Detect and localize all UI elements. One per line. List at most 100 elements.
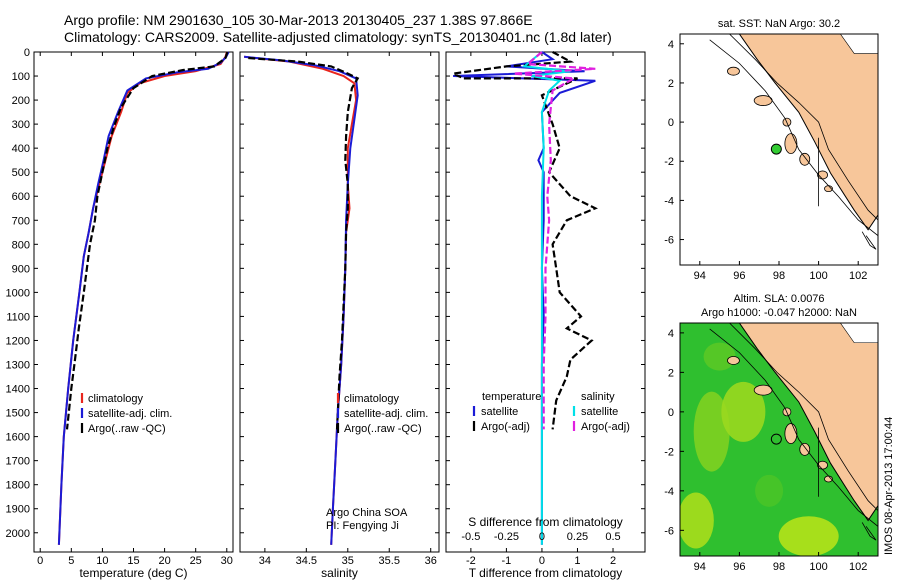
sla-ytick-label: -4 [664, 486, 674, 498]
difference-xtick-label: 0 [539, 555, 545, 567]
difference-xlabel: T difference from climatology [469, 566, 623, 580]
temperature-xtick-label: 30 [221, 555, 233, 567]
difference-legend-t-title: temperature [482, 391, 541, 403]
sla-ytick-label: 0 [668, 407, 674, 419]
salinity-xtick-label: 35 [342, 555, 354, 567]
sla-xtick-label: 100 [809, 561, 827, 573]
temperature-ytick-label: 1100 [6, 311, 30, 323]
temperature-ytick-label: 1000 [6, 287, 30, 299]
temperature-ytick-label: 600 [12, 191, 30, 203]
temperature-ytick-label: 200 [12, 95, 30, 107]
temperature-ytick-label: 1500 [6, 408, 30, 420]
salinity-annotation: PI: Fengying Ji [326, 520, 399, 532]
temperature-panel: 0 5 10 15 20 25 300100200300400500600700800900… [6, 47, 234, 580]
temperature-ytick-label: 500 [12, 167, 30, 179]
sla-contour [729, 323, 878, 511]
temperature-ytick-label: 1800 [6, 480, 30, 492]
sla-sla-blob [703, 342, 736, 371]
salinity-annotation: Argo China SOA [326, 507, 408, 519]
temperature-frame [33, 51, 234, 553]
difference-xtick-label: 1 [574, 555, 580, 567]
sst-island [799, 152, 811, 166]
sla-island [784, 423, 798, 444]
difference-xtick-label: 2 [610, 555, 616, 567]
sst-ytick-label: 0 [668, 117, 674, 129]
temperature-ytick-label: 0 [24, 47, 30, 59]
difference-legend-t-item: Argo(-adj) [481, 421, 530, 433]
temperature-xtick-label: 15 [127, 555, 139, 567]
sst-xtick-label: 100 [809, 270, 827, 282]
salinity-frame [239, 51, 440, 553]
salinity-xtick-label: 36 [425, 555, 437, 567]
sst-xtick-label: 98 [773, 270, 785, 282]
sst-map-body [709, 34, 878, 250]
sla-sla-blob [680, 492, 714, 549]
temperature-xtick-label: 10 [96, 555, 108, 567]
sst-land-sumatra [738, 34, 878, 231]
title-line-2: Climatology: CARS2009. Satellite-adjuste… [64, 29, 612, 45]
salinity-xtick-label: 34.5 [296, 555, 317, 567]
temperature-legend-item: satellite-adj. clim. [88, 408, 172, 420]
sst-xtick-label: 96 [733, 270, 745, 282]
difference-s-tick-label: -0.5 [461, 531, 480, 543]
temperature-ytick-label: 700 [12, 215, 30, 227]
temperature-ytick-label: 1400 [6, 384, 30, 396]
difference-legend-s-item: Argo(-adj) [581, 421, 630, 433]
sla-xtick-label: 102 [849, 561, 867, 573]
difference-s-tick-label: 0.5 [605, 531, 620, 543]
sla-sla-blob [693, 391, 730, 472]
temperature-legend-item: climatology [88, 393, 144, 405]
temperature-xtick-label: 5 [68, 555, 74, 567]
sst-ytick-label: 2 [668, 78, 674, 90]
temperature-ytick-label: 800 [12, 239, 30, 251]
difference-legend-s-item: satellite [581, 406, 618, 418]
sst-xtick-label: 94 [694, 270, 706, 282]
temperature-ytick-label: 900 [12, 263, 30, 275]
salinity-series-argo-raw-qc- [248, 56, 360, 430]
sla-xtick-label: 96 [733, 561, 745, 573]
temperature-ytick-label: 1200 [6, 335, 30, 347]
sst-ytick-label: -2 [664, 156, 674, 168]
temperature-series-satellite-adj-clim- [57, 51, 230, 545]
difference-legend-s-title: salinity [581, 391, 615, 403]
sla-contour [861, 522, 877, 541]
sla-ytick-label: -6 [664, 525, 674, 537]
temperature-ytick-label: 1600 [6, 432, 30, 444]
sla-ytick-label: -2 [664, 446, 674, 458]
sla-sla-blob [778, 516, 839, 556]
sla-sla-blob [721, 381, 766, 442]
difference-s-tick-label: -0.25 [494, 531, 519, 543]
difference-series-s-argo-adj- [513, 51, 596, 430]
sst-argo-marker [770, 143, 782, 155]
temperature-ytick-label: 100 [12, 71, 30, 83]
sla-land-sumatra [738, 323, 878, 522]
temperature-xtick-label: 0 [37, 555, 43, 567]
sla-contour [709, 328, 878, 527]
sla-sla-blob [755, 474, 784, 507]
difference-s-tick-label: 0.25 [567, 531, 588, 543]
sst-island [727, 66, 740, 76]
difference-panel: -2 -1 0 1 2T difference from climatology -0.5… [445, 51, 646, 580]
difference-series-s-satellite [521, 51, 571, 545]
sst-contour [729, 34, 878, 221]
temperature-xtick-label: 25 [190, 555, 202, 567]
salinity-xlabel: salinity [321, 566, 358, 580]
sst-ytick-label: -4 [664, 195, 674, 207]
sst-ytick-label: 4 [668, 39, 674, 51]
temperature-ytick-label: 2000 [6, 528, 30, 540]
temperature-series-argo-raw-qc- [65, 51, 229, 430]
temperature-ytick-label: 400 [12, 143, 30, 155]
difference-xtick-label: -1 [502, 555, 512, 567]
salinity-legend-item: Argo(..raw -QC) [344, 423, 422, 435]
sla-title: Argo h1000: -0.047 h2000: NaN [701, 307, 857, 319]
sla-island [727, 356, 740, 365]
sla-island [799, 442, 811, 456]
temperature-legend-item: Argo(..raw -QC) [88, 423, 166, 435]
salinity-legend-item: satellite-adj. clim. [344, 408, 428, 420]
salinity-xtick-label: 35.5 [379, 555, 400, 567]
sla-ytick-label: 4 [668, 328, 674, 340]
sla-white-patch [840, 323, 878, 344]
temperature-ytick-label: 1700 [6, 456, 30, 468]
salinity-legend-item: climatology [344, 393, 400, 405]
